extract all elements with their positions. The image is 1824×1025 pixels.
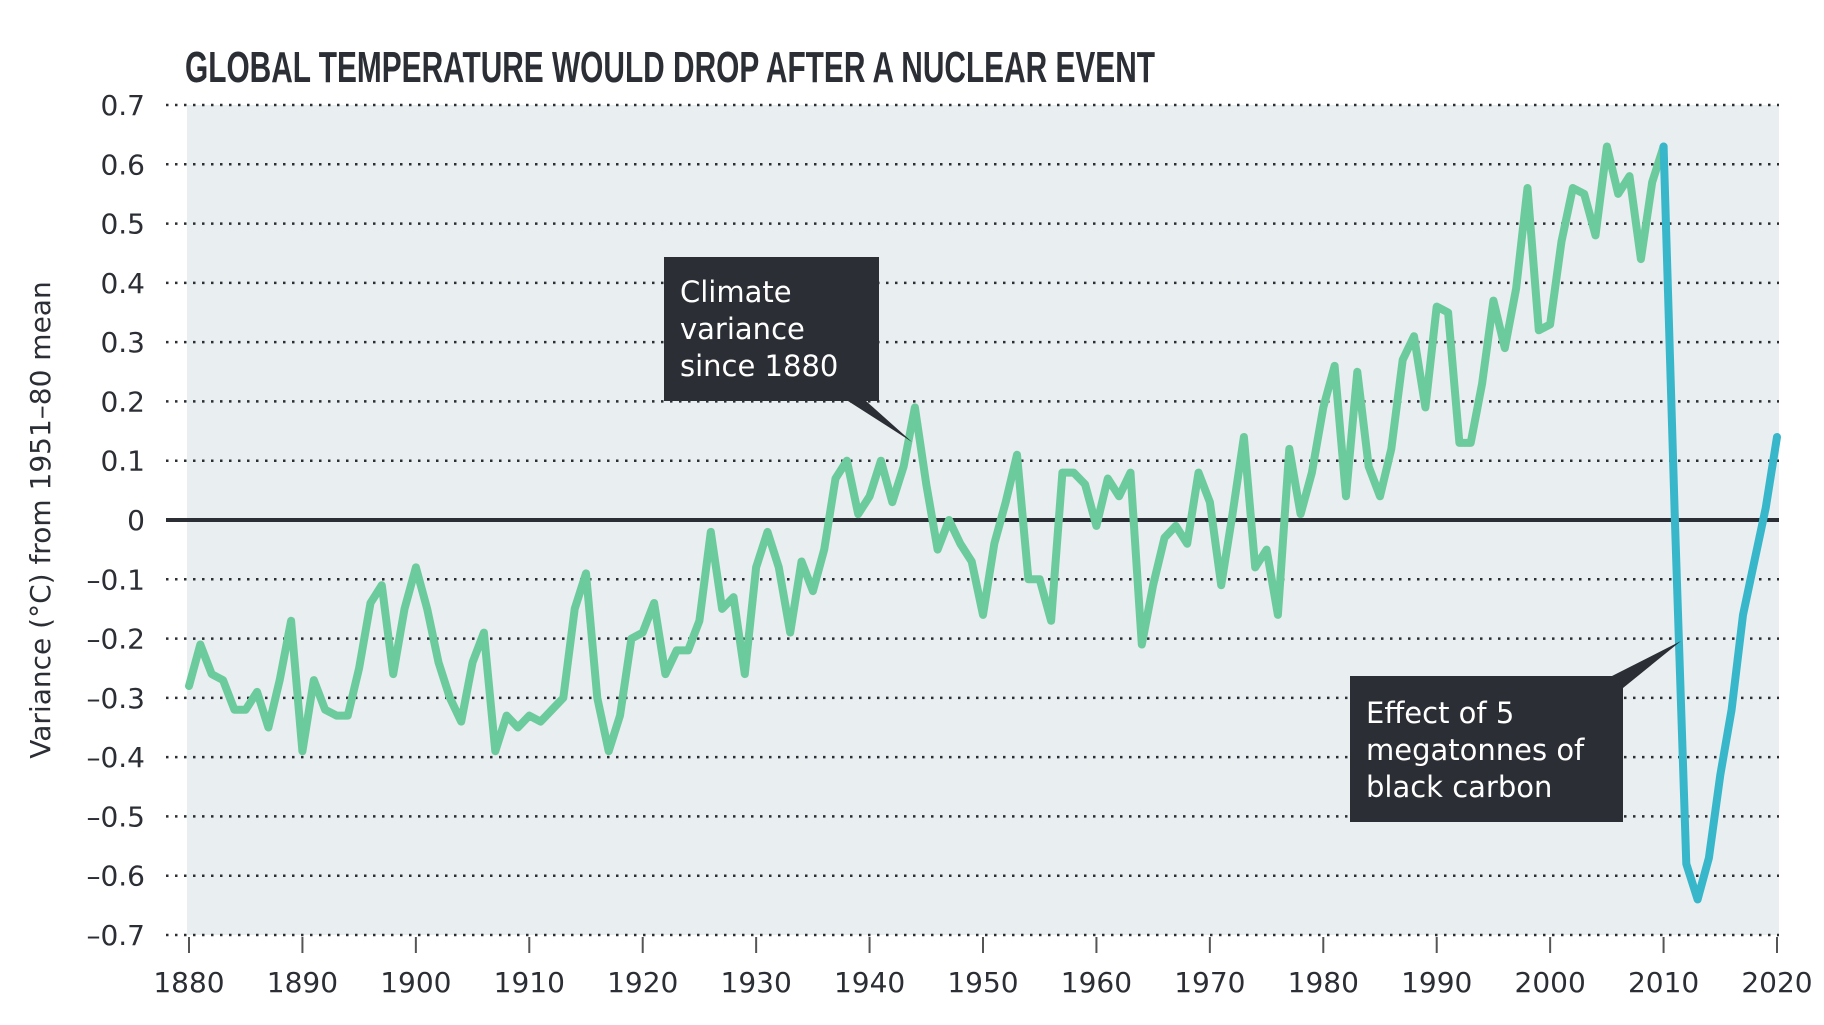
x-tick-label: 1910 — [494, 966, 565, 999]
y-tick-label: –0.5 — [86, 800, 145, 833]
y-tick-label: –0.6 — [86, 860, 145, 893]
y-tick-label: –0.2 — [86, 623, 145, 656]
callout-box — [664, 257, 912, 442]
x-tick-label: 1990 — [1401, 966, 1472, 999]
y-tick-label: –0.4 — [86, 741, 145, 774]
callout-text: megatonnes of — [1366, 733, 1585, 767]
chart-title: GLOBAL TEMPERATURE WOULD DROP AFTER A NU… — [185, 43, 1155, 92]
series-line-projection — [1659, 142, 1781, 904]
x-tick-label: 1980 — [1288, 966, 1359, 999]
y-tick-label: 0.7 — [100, 89, 145, 122]
y-tick-label: 0.5 — [100, 208, 145, 241]
y-tick-label: 0.6 — [100, 148, 145, 181]
x-tick-label: 2020 — [1741, 966, 1812, 999]
callout-text: variance — [680, 312, 805, 346]
callout-text: Climate — [680, 275, 792, 309]
y-tick-label: 0 — [127, 504, 145, 537]
series-line-observed — [185, 142, 1668, 756]
y-tick-label: –0.7 — [86, 919, 145, 952]
y-tick-label: 0.3 — [100, 326, 145, 359]
callout-text: since 1880 — [680, 349, 838, 383]
callout-text: black carbon — [1366, 770, 1552, 804]
x-tick-label: 1950 — [947, 966, 1018, 999]
y-tick-label: 0.2 — [100, 385, 145, 418]
x-tick-label: 1880 — [153, 966, 224, 999]
x-tick-label: 1930 — [721, 966, 792, 999]
y-tick-label: –0.1 — [86, 563, 145, 596]
x-tick-label: 2010 — [1628, 966, 1699, 999]
y-tick-label: –0.3 — [86, 682, 145, 715]
x-tick-label: 1920 — [607, 966, 678, 999]
callout-text: Effect of 5 — [1366, 696, 1514, 730]
x-tick-label: 1900 — [380, 966, 451, 999]
x-tick-label: 1890 — [267, 966, 338, 999]
y-axis-label: Variance (°C) from 1951–80 mean — [24, 281, 57, 758]
callout-box — [1350, 641, 1681, 822]
x-tick-label: 1960 — [1061, 966, 1132, 999]
x-tick-label: 1940 — [834, 966, 905, 999]
x-tick-label: 2000 — [1515, 966, 1586, 999]
y-tick-label: 0.1 — [100, 445, 145, 478]
x-tick-label: 1970 — [1174, 966, 1245, 999]
y-tick-label: 0.4 — [100, 267, 145, 300]
